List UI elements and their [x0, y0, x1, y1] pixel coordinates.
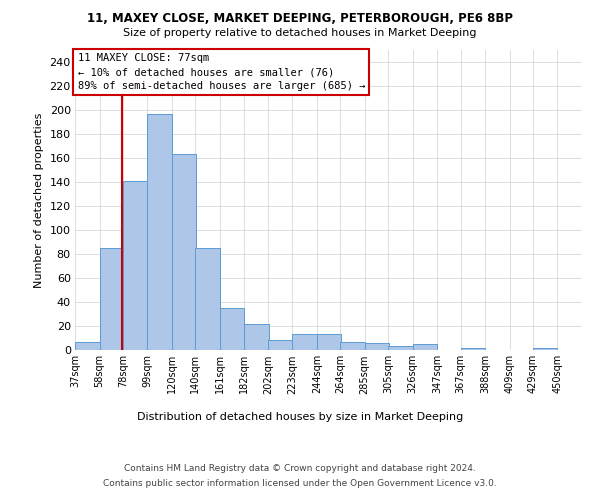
Bar [292, 334, 317, 350]
Text: Distribution of detached houses by size in Market Deeping: Distribution of detached houses by size … [137, 412, 463, 422]
Bar [100, 248, 124, 350]
Bar [317, 334, 341, 350]
Text: 11, MAXEY CLOSE, MARKET DEEPING, PETERBOROUGH, PE6 8BP: 11, MAXEY CLOSE, MARKET DEEPING, PETERBO… [87, 12, 513, 26]
Text: Size of property relative to detached houses in Market Deeping: Size of property relative to detached ho… [123, 28, 477, 38]
Bar [196, 248, 220, 350]
Text: Contains public sector information licensed under the Open Government Licence v3: Contains public sector information licen… [103, 479, 497, 488]
Y-axis label: Number of detached properties: Number of detached properties [34, 112, 44, 288]
Bar [268, 340, 292, 350]
Bar [148, 114, 172, 350]
Bar [340, 342, 365, 350]
Bar [533, 348, 557, 350]
Bar [220, 308, 244, 350]
Bar [388, 346, 413, 350]
Bar [413, 344, 437, 350]
Bar [365, 343, 389, 350]
Bar [172, 154, 196, 350]
Bar [123, 181, 148, 350]
Bar [244, 324, 269, 350]
Text: Contains HM Land Registry data © Crown copyright and database right 2024.: Contains HM Land Registry data © Crown c… [124, 464, 476, 473]
Bar [75, 342, 100, 350]
Text: 11 MAXEY CLOSE: 77sqm
← 10% of detached houses are smaller (76)
89% of semi-deta: 11 MAXEY CLOSE: 77sqm ← 10% of detached … [77, 53, 365, 91]
Bar [461, 348, 485, 350]
